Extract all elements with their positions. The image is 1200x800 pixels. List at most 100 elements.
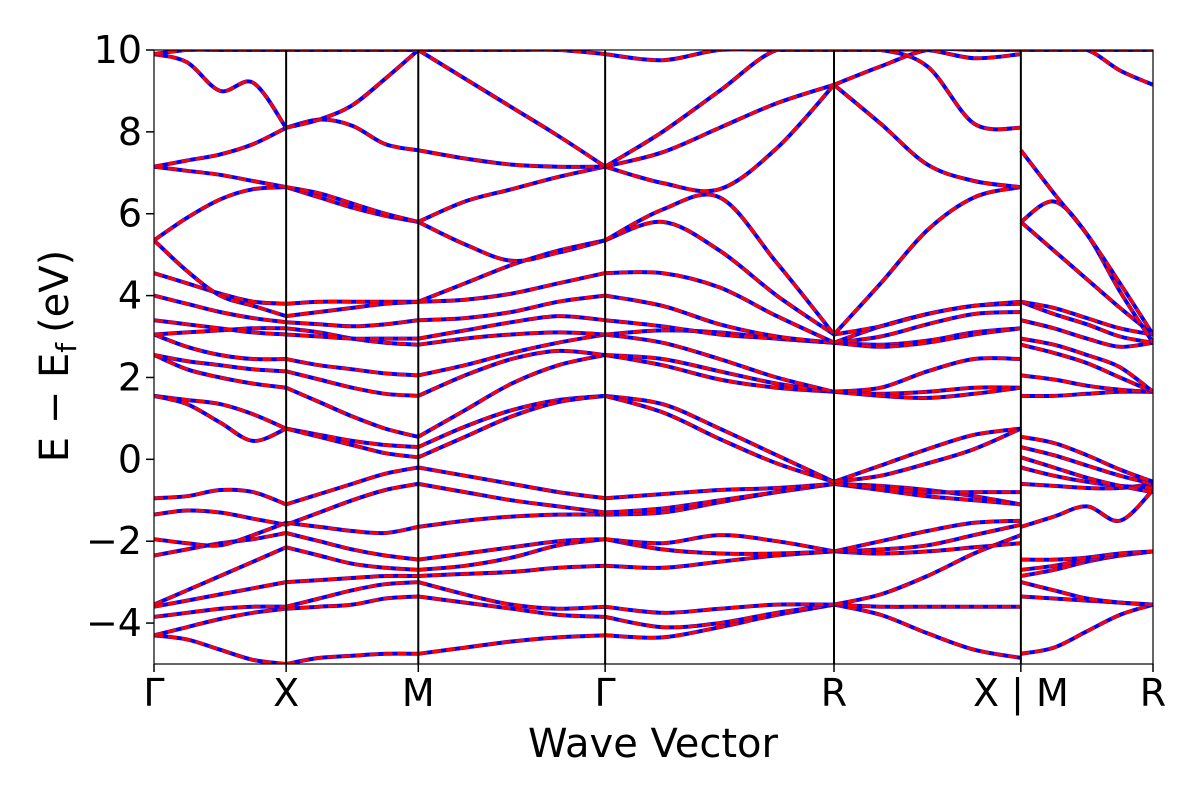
band-line-solid-seg4-b12 <box>833 386 1022 400</box>
band-line-solid-seg1-b18 <box>285 300 419 318</box>
band-line-solid-seg4-b5 <box>833 519 1021 553</box>
band-line-dashed-seg2-b2 <box>417 580 606 611</box>
band-line-dashed-seg2-b19 <box>417 220 606 263</box>
band-line-solid-seg1-b8 <box>285 465 419 506</box>
band-line-solid-seg0-b18 <box>154 239 287 318</box>
band-line-solid-seg3-b10 <box>604 394 835 484</box>
band-line-solid-seg2-b3 <box>418 564 606 578</box>
band-line-solid-seg1-b6 <box>285 521 419 535</box>
band-line-solid-seg3-b12 <box>605 353 835 394</box>
band-line-solid-seg2-b20 <box>417 165 606 224</box>
band-line-solid-seg4-b1 <box>833 603 1021 609</box>
band-line-solid-seg4-b9 <box>833 427 1022 484</box>
band-line-dashed-seg4-b20 <box>832 83 1022 190</box>
band-line-solid-seg2-b1 <box>418 594 606 619</box>
band-line-solid-seg2-b18 <box>417 238 606 304</box>
y-axis-label-unit: (eV) <box>32 250 78 333</box>
band-line-dashed-seg3-b10 <box>604 393 835 484</box>
band-line-solid-seg5-b14 <box>1020 343 1153 394</box>
band-line-solid-seg2-b0 <box>418 633 606 656</box>
band-line-solid-seg3-b21 <box>604 83 835 169</box>
band-line-solid-seg3-b1 <box>604 603 835 630</box>
x-tick-label: Γ <box>595 671 616 715</box>
band-line-solid-seg5-b22 <box>1020 50 1153 87</box>
bands-layer <box>154 50 1153 664</box>
band-line-solid-seg5-b9 <box>1020 445 1153 486</box>
band-line-solid-seg5-b11 <box>1020 435 1153 484</box>
band-line-solid-seg1-b5 <box>285 531 419 562</box>
band-line-solid-seg3-b13 <box>604 332 835 394</box>
x-tick-label: X <box>273 671 299 715</box>
y-tick-label: 6 <box>118 192 142 236</box>
band-line-solid-seg2-b8 <box>418 465 606 500</box>
band-line-dashed-seg3-b22 <box>604 50 834 169</box>
band-line-solid-seg0-b20 <box>154 165 287 189</box>
band-line-solid-seg2-b12 <box>417 349 606 398</box>
band-line-solid-seg4-b2 <box>833 533 1022 607</box>
y-tick-label: −4 <box>86 601 142 645</box>
band-line-dashed-seg5-b22 <box>1020 50 1153 87</box>
band-line-solid-seg1-b22 <box>285 50 420 130</box>
y-tick-label: 2 <box>118 355 142 399</box>
band-line-solid-seg1-b13 <box>285 357 419 377</box>
y-axis: 10 8 6 4 2 0 −2 −4 <box>86 28 154 645</box>
y-tick-label: −2 <box>86 519 142 563</box>
band-line-solid-seg3-b22 <box>604 50 834 169</box>
band-line-solid-seg5-b15 <box>1020 337 1153 394</box>
band-line-solid-seg4-b22 <box>834 50 1022 131</box>
band-line-solid-seg5-b3 <box>1020 549 1153 578</box>
x-tick-label: M <box>402 671 435 715</box>
band-line-solid-seg4-b18 <box>833 300 1022 337</box>
band-line-solid-seg3-b7 <box>605 482 835 515</box>
band-line-solid-seg2-b5 <box>418 537 606 562</box>
band-line-dashed-seg1-b22 <box>285 50 420 130</box>
band-line-solid-seg1-b1 <box>286 594 419 611</box>
band-line-solid-seg4-b16 <box>833 310 1021 345</box>
band-line-solid-seg0-b21 <box>154 126 287 169</box>
band-line-solid-seg1-b3 <box>286 574 419 584</box>
y-axis-label-main: E − E <box>32 353 78 463</box>
band-line-solid-seg3-b16 <box>604 294 835 345</box>
band-line-dashed-seg2-b21 <box>417 148 606 169</box>
band-line-solid-seg5-b13 <box>1020 373 1153 394</box>
kpoint-divider-lines <box>285 50 1022 664</box>
band-line-solid-seg3-b19 <box>604 192 836 336</box>
band-line-dashed-seg4-b9 <box>833 426 1022 484</box>
band-line-solid-seg5-b17 <box>1020 300 1153 345</box>
band-line-solid-seg0-b10 <box>154 394 287 443</box>
band-line-solid-seg3-b20 <box>604 83 836 193</box>
band-line-solid-seg2-b23 <box>418 50 606 56</box>
band-line-solid-seg3-b15 <box>604 318 835 345</box>
band-line-solid-seg0-b12 <box>154 353 287 373</box>
band-line-solid-seg2-b7 <box>418 482 606 515</box>
x-tick-label: X | M <box>973 671 1069 716</box>
band-line-solid-seg2-b9 <box>417 394 606 449</box>
band-line-dashed-seg4-b22 <box>834 50 1022 132</box>
y-tick-label: 4 <box>118 274 142 318</box>
band-line-solid-seg4-b20 <box>832 83 1022 189</box>
y-tick-label: 10 <box>94 28 142 72</box>
band-line-solid-seg0-b5 <box>154 531 287 558</box>
band-line-solid-seg4-b23 <box>834 50 1022 60</box>
band-line-solid-seg5-b0 <box>1020 603 1153 656</box>
band-line-solid-seg2-b10 <box>417 394 606 459</box>
band-line-solid-seg3-b2 <box>604 602 835 615</box>
band-line-dashed-seg5-b20 <box>1019 199 1153 344</box>
band-line-dashed-seg4-b0 <box>833 602 1022 660</box>
band-line-dashed-seg3-b23 <box>604 50 834 63</box>
band-line-solid-seg2-b11 <box>417 353 606 439</box>
band-line-solid-seg1-b7 <box>285 482 419 527</box>
band-line-solid-seg5-b4 <box>1020 549 1153 572</box>
band-line-dashed-seg2-b11 <box>417 353 606 439</box>
band-line-solid-seg2-b19 <box>417 220 606 263</box>
band-line-solid-seg2-b16 <box>418 294 606 322</box>
band-line-solid-seg3-b18 <box>604 220 835 336</box>
band-line-solid-seg4-b4 <box>833 523 1022 553</box>
band-line-solid-seg1-b12 <box>285 369 419 398</box>
band-line-solid-seg0-b14 <box>154 326 287 337</box>
band-line-solid-seg0-b23 <box>154 50 287 56</box>
y-tick-label: 0 <box>118 437 142 481</box>
band-line-solid-seg4-b3 <box>833 541 1022 556</box>
band-line-solid-seg4-b13 <box>833 356 1021 394</box>
